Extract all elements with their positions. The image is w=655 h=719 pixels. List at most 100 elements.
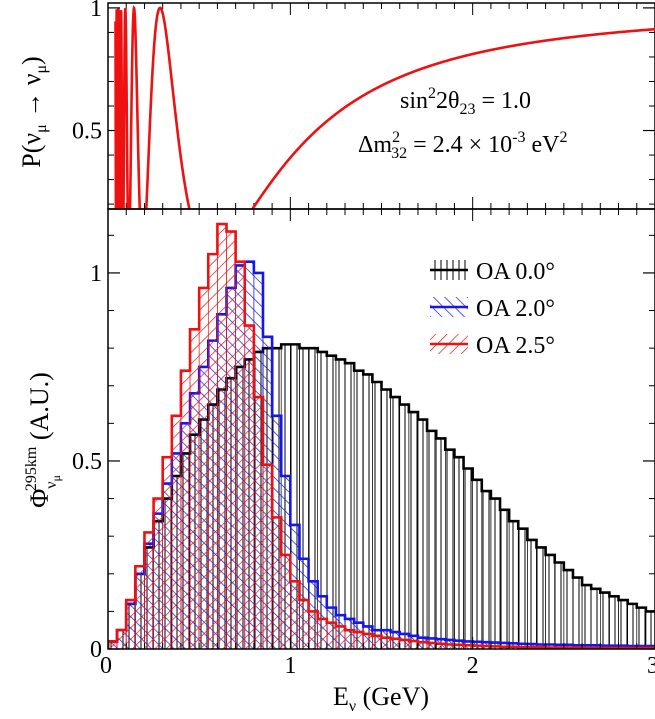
histogram-bin [563,569,574,649]
bottom-y-axis-label: Φνμ295km (A.U.) [23,372,63,508]
legend-item: OA 0.0° [430,259,555,285]
histogram-bin [609,596,619,649]
histogram-bin [508,520,519,649]
histogram-bin [353,631,364,649]
histogram-bin [435,438,446,649]
histogram-bin [408,411,419,649]
histogram-bin [326,622,337,649]
histogram-bin [271,517,282,649]
histogram-bin [290,581,300,649]
histogram-bin [545,554,556,649]
histogram-bin [171,415,182,649]
histogram-bin [372,381,382,649]
histogram-bin [381,637,391,649]
histogram-bin [335,626,346,649]
histogram-bin [326,355,337,649]
flux-histograms [108,222,655,649]
histogram-bin [280,554,291,649]
histogram-bin [344,362,355,649]
histogram-bin [262,464,273,649]
histogram-bin [390,638,401,649]
oscillation-probability-panel: 0.51 P(νμ → νμ) sin22θ23 = 1.0 Δm2 32 = 2… [17,0,655,210]
histogram-bin [554,562,565,649]
oscillation-curve [114,5,655,209]
histogram-bin [490,498,501,649]
histogram-bin [244,325,255,649]
histogram-bin [362,633,373,649]
histogram-bin [253,396,264,649]
histogram-bin [527,539,537,649]
histogram-oa-2-5- [108,222,655,649]
histogram-bin [125,599,136,649]
histogram-bin [116,629,127,649]
histogram-bin [399,639,410,649]
histogram-bin [153,498,163,649]
top-axis-ticks: 0.51 [72,0,655,209]
x-tick-label: 1 [284,653,296,679]
bottom-y-tick-label: 0.5 [72,449,102,475]
histogram-bin [299,599,309,649]
bottom-y-tick-label: 0 [90,637,102,663]
legend-label: OA 2.5° [476,333,555,359]
histogram-bin [636,607,647,649]
histogram-bin [627,603,638,649]
histogram-bin [217,223,227,649]
histogram-bin [572,577,583,649]
histogram-bin [463,468,473,649]
histogram-bin [445,449,455,649]
histogram-bin [645,611,655,649]
histogram-bin [472,479,483,649]
histogram-bin [381,389,391,649]
histogram-bin [372,635,382,649]
bottom-y-tick-label: 1 [90,261,102,287]
histogram-bin [618,599,628,649]
histogram-bin [426,430,437,649]
histogram-bin [308,611,318,649]
top-plot-frame [107,2,655,210]
histogram-bin [162,456,173,649]
histogram-bin [454,456,464,649]
legend-label: OA 2.0° [476,296,555,322]
histogram-bin [390,396,401,649]
histogram-bin [180,370,191,649]
histogram-bin [144,532,154,649]
histogram-bin [189,329,200,649]
legend-item: OA 2.5° [430,333,555,359]
top-y-tick-label: 0.5 [72,119,102,145]
mixing-angle-annotation: sin22θ23 = 1.0 [400,85,531,118]
mass-splitting-annotation: Δm2 32 = 2.4 × 10-3 eV2 [358,129,568,162]
oscillation-probability-line [114,5,655,209]
histogram-bin [599,592,610,649]
x-tick-label: 2 [467,653,479,679]
histogram-bin [226,231,236,649]
bottom-axis-ticks: 0 0.5 1 0 1 2 3 [72,209,655,679]
legend-label: OA 0.0° [476,259,555,285]
histogram-bin [135,565,145,649]
top-y-tick-label: 1 [90,0,102,22]
histogram-bin [344,629,355,649]
legend-item: OA 2.0° [430,296,555,322]
histogram-bin [581,584,592,649]
histogram-bin [235,261,246,649]
histogram-bin [362,374,373,649]
histogram-bin [353,370,364,649]
x-tick-label: 3 [647,653,655,679]
histogram-bin [399,404,410,649]
histogram-bin [335,359,346,649]
histogram-bin [590,588,601,649]
histogram-bin [481,490,492,649]
histogram-bin [536,547,546,649]
top-y-axis-label: P(νμ → νμ) [17,56,50,167]
histogram-bin [198,287,209,649]
histogram-bin [317,618,328,649]
histogram-bin [499,509,510,649]
x-tick-label: 0 [100,653,112,679]
histogram-bin [417,419,428,649]
x-axis-label: Eν (GeV) [333,682,429,715]
legend: OA 0.0° OA 2.0° OA 2.5° [430,259,555,359]
histogram-bin [517,528,528,649]
flux-panel: 0 0.5 1 0 1 2 3 Φνμ295km (A.U.) Eν (GeV) OA 0.… [23,208,655,715]
histogram-outline [108,222,655,649]
histogram-bin [207,253,218,649]
